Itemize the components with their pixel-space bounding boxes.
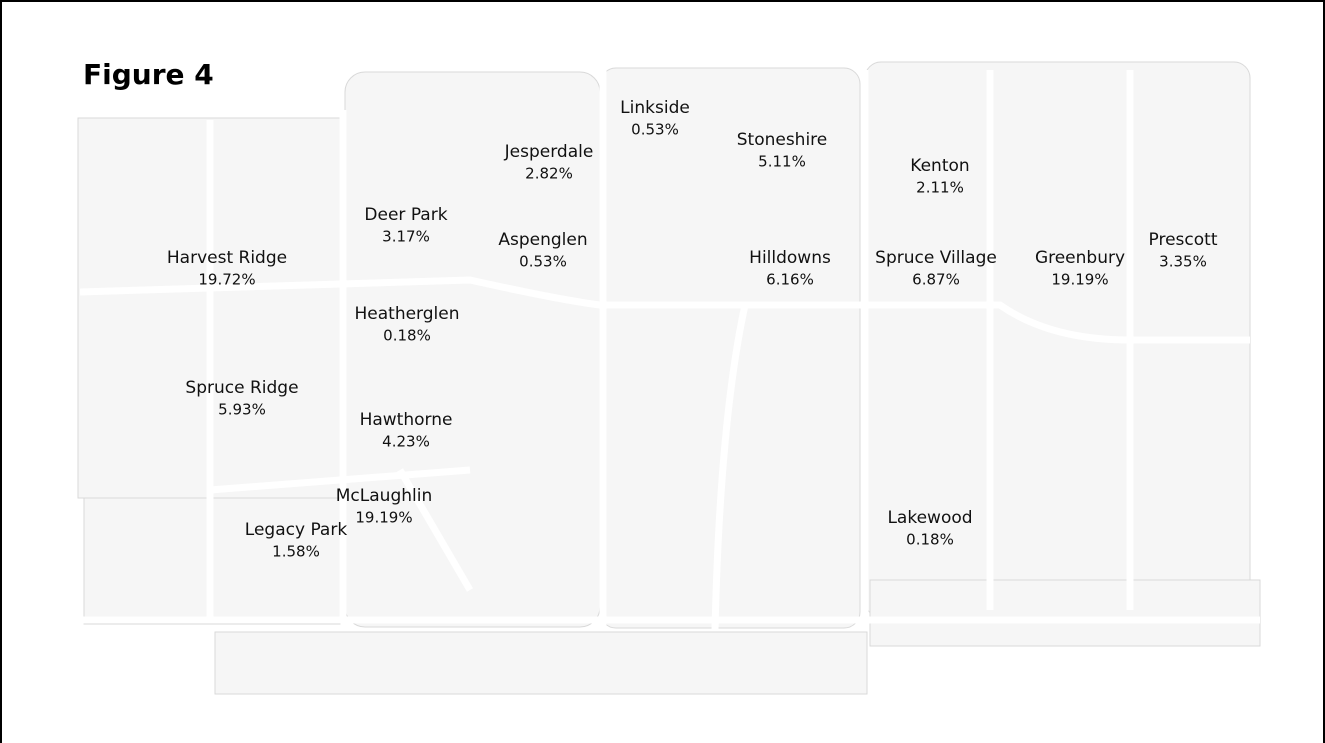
- neighborhood-share: 2.82%: [525, 165, 573, 183]
- neighborhood-name: Hilldowns: [749, 248, 831, 268]
- neighborhood-name: Harvest Ridge: [167, 248, 287, 268]
- neighborhood-name: Kenton: [910, 156, 969, 176]
- neighborhood-name: Linkside: [620, 98, 690, 118]
- neighborhood-share: 3.35%: [1159, 253, 1207, 271]
- neighborhood-name: Spruce Ridge: [185, 378, 298, 398]
- neighborhood-share: 0.18%: [383, 327, 431, 345]
- figure-title: Figure 4: [83, 58, 214, 91]
- neighborhood-name: McLaughlin: [336, 486, 432, 506]
- neighborhood-share: 4.23%: [382, 433, 430, 451]
- neighborhood-name: Legacy Park: [245, 520, 348, 540]
- neighborhood-share: 5.11%: [758, 153, 806, 171]
- neighborhood-name: Deer Park: [364, 205, 447, 225]
- neighborhood-name: Heatherglen: [355, 304, 460, 324]
- neighborhood-share: 19.19%: [355, 509, 412, 527]
- neighborhood-share: 1.58%: [272, 543, 320, 561]
- neighborhood-share: 19.72%: [198, 271, 255, 289]
- neighborhood-name: Spruce Village: [875, 248, 997, 268]
- neighborhood-name: Jesperdale: [504, 142, 594, 162]
- neighborhood-share: 0.53%: [631, 121, 679, 139]
- map-base: [77, 61, 1261, 695]
- neighborhood-share: 0.18%: [906, 531, 954, 549]
- neighborhood-name: Lakewood: [887, 508, 972, 528]
- neighborhood-share: 19.19%: [1051, 271, 1108, 289]
- neighborhood-name: Aspenglen: [498, 230, 587, 250]
- neighborhood-name: Greenbury: [1035, 248, 1125, 268]
- neighborhood-share: 6.16%: [766, 271, 814, 289]
- neighborhood-share: 2.11%: [916, 179, 964, 197]
- neighborhood-name: Prescott: [1149, 230, 1218, 250]
- neighborhood-share: 0.53%: [519, 253, 567, 271]
- neighborhood-share: 3.17%: [382, 228, 430, 246]
- neighborhood-name: Stoneshire: [737, 130, 828, 150]
- neighborhood-share: 5.93%: [218, 401, 266, 419]
- neighborhood-name: Hawthorne: [360, 410, 453, 430]
- neighborhood-share: 6.87%: [912, 271, 960, 289]
